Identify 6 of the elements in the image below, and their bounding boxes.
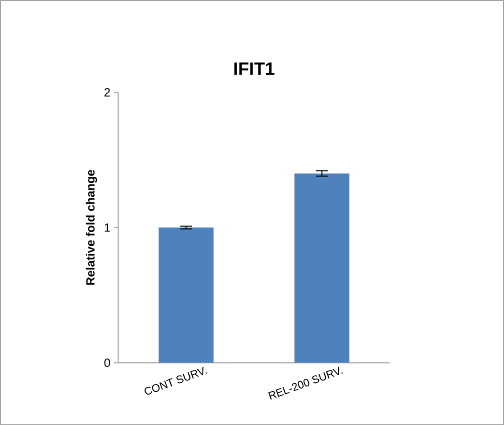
y-tick-label: 2 <box>104 88 110 96</box>
y-tick-label: 0 <box>104 358 110 367</box>
chart-title: IFIT1 <box>234 62 274 75</box>
x-tick-label: CONT SURV. <box>144 366 208 395</box>
y-tick-label: 1 <box>104 223 110 232</box>
y-axis-title: Relative fold change <box>86 170 98 285</box>
